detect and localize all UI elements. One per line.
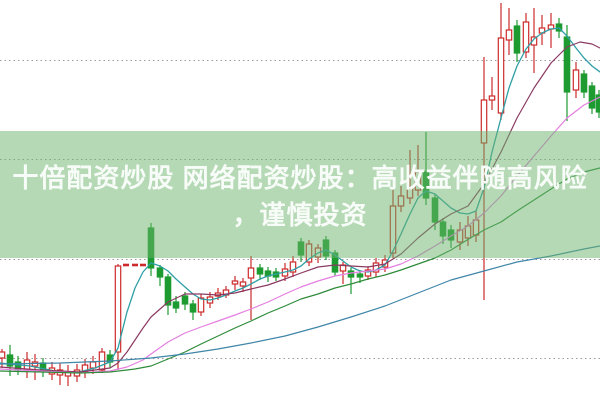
candle-17 [140,263,146,267]
candle-8 [64,365,72,386]
candle-59 [488,77,496,110]
candle-64 [530,8,538,73]
candle-63 [522,13,530,58]
candle-62 [513,20,521,62]
candle-15 [123,263,129,267]
candle-65 [538,15,546,45]
candle-31 [256,264,264,280]
candle-0 [0,349,6,368]
candle-70 [580,70,588,98]
candle-71 [588,82,596,114]
candle-21 [172,296,180,313]
candle-45 [372,258,380,277]
candle-7 [56,363,64,385]
ma-line-ma-mid-maroon [0,41,600,373]
candle-29 [239,278,247,292]
candle-5 [39,358,47,377]
candle-30 [247,256,255,320]
headline-text-line-2: ，谨慎投资 [232,199,368,230]
candle-28 [231,276,239,290]
ma-line-ma-60-blue [0,245,600,365]
candle-24 [197,294,205,316]
candle-61 [505,8,513,55]
candle-19 [156,265,164,286]
candle-35 [289,256,297,277]
candle-23 [189,300,197,320]
candle-20 [164,274,172,315]
candle-32 [264,267,272,282]
candle-60 [497,3,505,120]
candle-42 [347,268,355,294]
candle-1 [6,345,14,376]
candle-14 [114,264,122,370]
candle-72 [595,90,600,118]
candle-69 [572,62,580,98]
headline-banner: 十倍配资炒股 网络配资炒股：高收益伴随高风险 ，谨慎投资 [0,131,600,258]
headline-text-line-1: 十倍配资炒股 网络配资炒股：高收益伴随高风险 [12,162,588,193]
candle-16 [132,263,138,267]
candle-22 [181,292,189,310]
candle-44 [364,266,372,280]
